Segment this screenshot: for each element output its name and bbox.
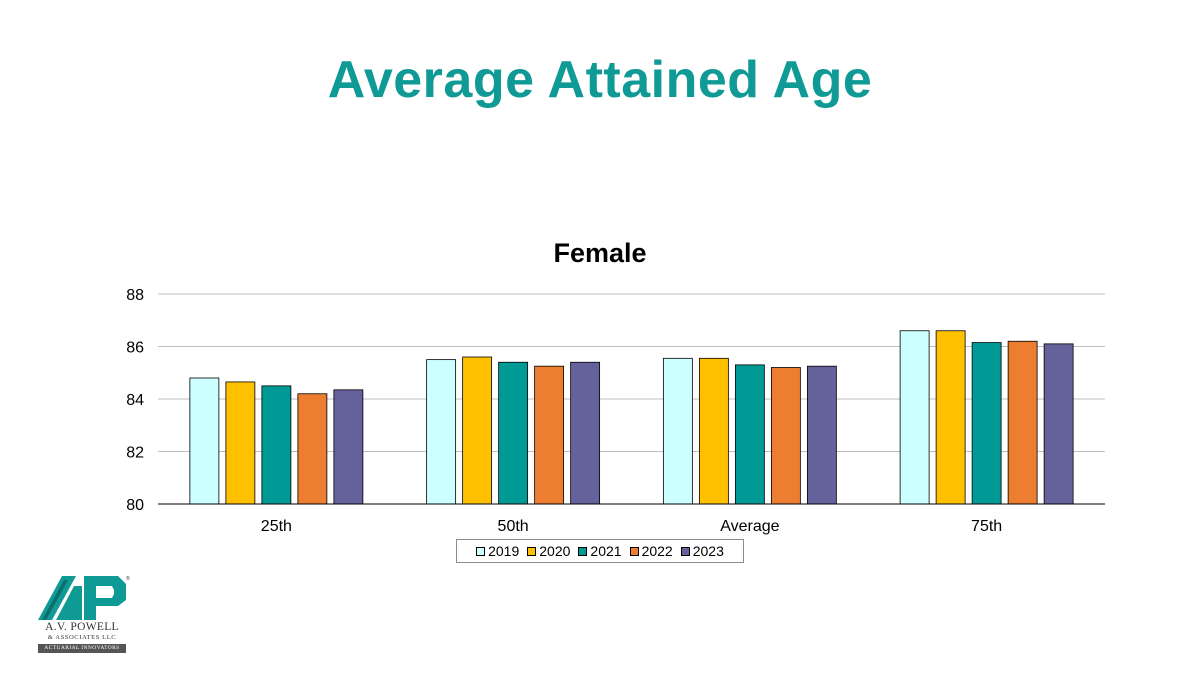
slide-title: Average Attained Age [327, 51, 873, 109]
bar-2019-50th [426, 359, 457, 505]
y-tick-label: 80 [126, 497, 144, 514]
bar-2020-50th [462, 356, 493, 505]
legend-label: 2021 [590, 543, 622, 559]
bar-2021-25th [261, 385, 292, 505]
y-tick-label: 84 [126, 392, 144, 409]
logo-emblem-icon: ® [38, 575, 130, 620]
legend-label: 2023 [692, 543, 724, 559]
bar-2019-Average [662, 357, 693, 505]
legend-item-2023: 2023 [680, 543, 724, 559]
legend-swatch [629, 546, 639, 556]
bar-2020-25th [225, 381, 256, 505]
legend-label: 2020 [539, 543, 571, 559]
bar-2021-Average [734, 364, 765, 505]
bar-2022-75th [1007, 340, 1038, 505]
bar-2019-25th [189, 377, 220, 505]
x-tick-label: 25th [261, 518, 292, 535]
bar-2020-75th [935, 330, 966, 505]
x-tick-label: 50th [498, 518, 529, 535]
y-tick-label: 86 [126, 340, 144, 357]
y-tick-label: 88 [126, 287, 144, 304]
bar-2022-50th [534, 365, 565, 505]
legend-swatch [476, 546, 486, 556]
bar-2023-50th [570, 361, 601, 505]
legend-item-2020: 2020 [527, 543, 570, 559]
legend-label: 2022 [641, 543, 673, 559]
bar-2021-50th [498, 361, 529, 505]
logo-name: A.V. POWELL [45, 621, 119, 633]
bar-2021-75th [971, 342, 1002, 505]
bar-2023-25th [333, 389, 364, 505]
bar-2019-75th [899, 330, 930, 505]
bar-2023-75th [1043, 343, 1074, 505]
legend-item-2022: 2022 [629, 543, 673, 559]
bar-2023-Average [806, 365, 837, 505]
y-tick-label: 82 [126, 445, 144, 462]
x-tick-label: 75th [971, 518, 1002, 535]
bar-2022-Average [770, 367, 801, 505]
svg-text:®: ® [126, 575, 130, 582]
bar-2022-25th [297, 393, 328, 505]
legend-swatch [680, 546, 690, 556]
legend-swatch [527, 546, 537, 556]
logo-tagline: ACTUARIAL INNOVATORS [38, 644, 126, 653]
legend-item-2019: 2019 [476, 543, 519, 559]
legend-label: 2019 [488, 543, 520, 559]
chart-legend: 2019 2020 2021 2022 2023 [456, 539, 744, 563]
bar-2020-Average [698, 357, 729, 505]
x-tick-label: Average [720, 518, 779, 535]
legend-item-2021: 2021 [578, 543, 622, 559]
company-logo: ® A.V. POWELL & ASSOCIATES LLC ACTUARIAL… [34, 574, 130, 656]
legend-swatch [578, 546, 588, 556]
logo-subtitle: & ASSOCIATES LLC [47, 634, 117, 641]
chart-title: Female [553, 238, 647, 268]
